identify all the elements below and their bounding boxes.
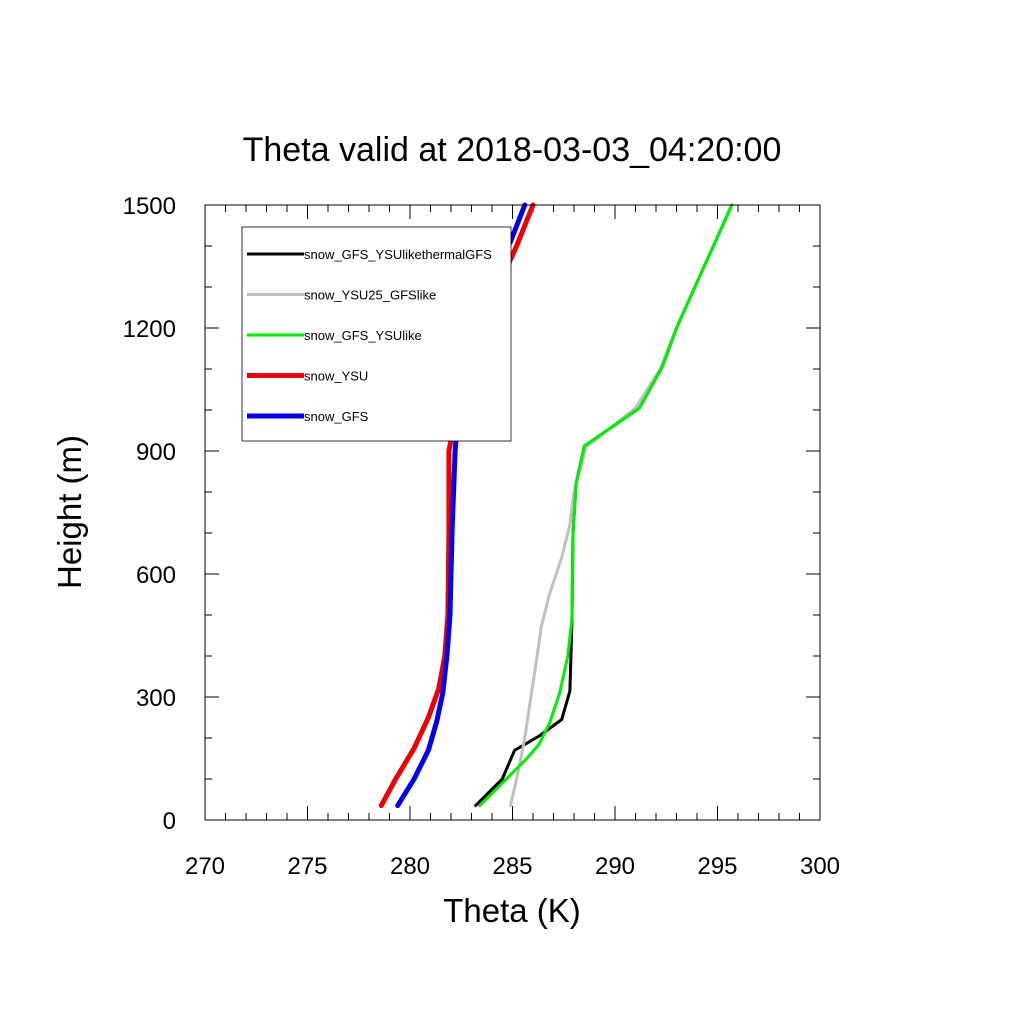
legend-label: snow_GFS bbox=[304, 409, 369, 424]
y-tick-label: 1500 bbox=[123, 193, 176, 220]
x-tick-label: 300 bbox=[800, 853, 840, 880]
series-line bbox=[508, 203, 734, 808]
y-tick-label: 600 bbox=[136, 562, 176, 589]
y-axis-label: Height (m) bbox=[51, 435, 88, 589]
plot-frame bbox=[204, 204, 821, 821]
chart-title: Theta valid at 2018-03-03_04:20:00 bbox=[243, 131, 782, 169]
x-tick-label: 290 bbox=[595, 853, 635, 880]
legend-items: snow_GFS_YSUlikethermalGFS snow_YSU25_GFS… bbox=[247, 247, 492, 424]
y-tick-label: 1200 bbox=[123, 316, 176, 343]
legend-label: snow_YSU25_GFSlike bbox=[304, 288, 436, 303]
y-tick-label: 0 bbox=[163, 808, 176, 835]
legend-label: snow_GFS_YSUlikethermalGFS bbox=[304, 247, 492, 262]
x-axis-label: Theta (K) bbox=[443, 892, 581, 929]
x-tick-label: 295 bbox=[697, 853, 737, 880]
x-tick-label: 270 bbox=[185, 853, 225, 880]
y-tick-label: 300 bbox=[136, 685, 176, 712]
legend-label: snow_YSU bbox=[304, 369, 368, 384]
legend: snow_GFS_YSUlikethermalGFS snow_YSU25_GFS… bbox=[241, 226, 512, 442]
x-tick-label: 280 bbox=[390, 853, 430, 880]
x-tick-label: 275 bbox=[287, 853, 327, 880]
tick-labels: 270 275 280 285 290 295 300 0 300 600 900 1200 1500 bbox=[123, 193, 840, 880]
x-tick-label: 285 bbox=[492, 853, 532, 880]
series-line bbox=[474, 203, 734, 808]
legend-label: snow_GFS_YSUlike bbox=[304, 328, 422, 343]
y-tick-label: 900 bbox=[136, 439, 176, 466]
series-line bbox=[478, 203, 734, 808]
